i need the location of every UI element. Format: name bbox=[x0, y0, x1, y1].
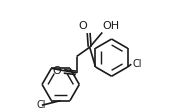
Text: O: O bbox=[52, 66, 61, 76]
Text: O: O bbox=[79, 21, 88, 31]
Text: Cl: Cl bbox=[132, 59, 142, 69]
Text: Cl: Cl bbox=[37, 100, 46, 110]
Text: OH: OH bbox=[103, 21, 120, 31]
